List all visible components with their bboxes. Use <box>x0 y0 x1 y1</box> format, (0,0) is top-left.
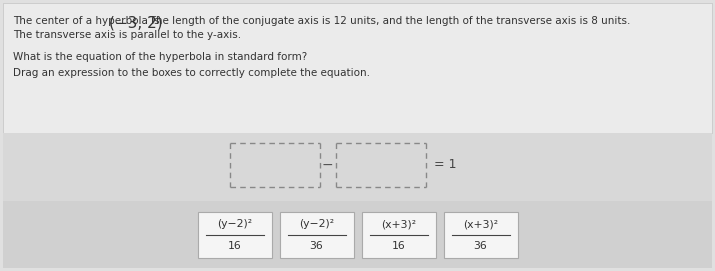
Bar <box>3 3 712 133</box>
Text: (−3, 2): (−3, 2) <box>109 15 162 30</box>
Bar <box>3 133 712 201</box>
Text: 16: 16 <box>227 241 242 251</box>
Bar <box>197 211 272 257</box>
Text: (y−2)²: (y−2)² <box>217 220 252 229</box>
Bar <box>443 211 518 257</box>
Bar <box>362 211 435 257</box>
Text: (x+3)²: (x+3)² <box>381 220 416 229</box>
Text: 16: 16 <box>392 241 405 251</box>
Text: (y−2)²: (y−2)² <box>299 220 334 229</box>
Text: . The length of the conjugate axis is 12 units, and the length of the transverse: . The length of the conjugate axis is 12… <box>142 16 630 26</box>
Text: −: − <box>322 158 333 172</box>
Bar <box>280 211 353 257</box>
Text: Drag an expression to the boxes to correctly complete the equation.: Drag an expression to the boxes to corre… <box>13 68 370 78</box>
Text: = 1: = 1 <box>433 159 456 172</box>
Bar <box>230 143 320 187</box>
Text: The center of a hyperbola is: The center of a hyperbola is <box>13 16 163 26</box>
Text: What is the equation of the hyperbola in standard form?: What is the equation of the hyperbola in… <box>13 52 307 62</box>
Text: The transverse axis is parallel to the y-axis.: The transverse axis is parallel to the y… <box>13 30 241 40</box>
Bar <box>335 143 425 187</box>
Text: (x+3)²: (x+3)² <box>463 220 498 229</box>
Text: 36: 36 <box>473 241 488 251</box>
Text: 36: 36 <box>310 241 323 251</box>
Bar <box>3 201 712 268</box>
